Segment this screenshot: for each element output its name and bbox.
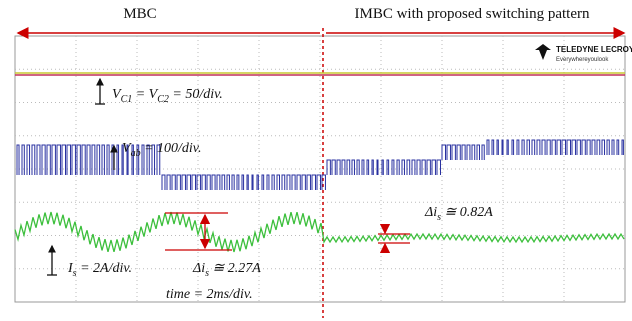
subscript: C1 — [121, 94, 133, 105]
subscript: C2 — [157, 94, 169, 105]
logo-tagline: Everywhereyoulook — [556, 57, 609, 63]
label-text: time = 2ms/div. — [166, 287, 253, 302]
subscript: ab — [131, 148, 141, 159]
label-text: Δi — [424, 205, 437, 220]
section-title: MBC — [123, 6, 156, 22]
label-text: ≅ 2.27A — [209, 261, 261, 276]
label-text: ≅ 0.82A — [441, 205, 493, 220]
label-text: = V — [132, 87, 158, 102]
label-text: = 100/div. — [141, 141, 202, 156]
scope-figure: MBC IMBC with proposed switching pattern… — [0, 0, 632, 321]
section-title: IMBC with proposed switching pattern — [355, 6, 590, 22]
label-text: = 2A/div. — [77, 261, 132, 276]
label-text: Δi — [192, 261, 205, 276]
time-label: time = 2ms/div. — [166, 287, 253, 302]
logo-brand: TELEDYNE LECROY — [556, 45, 632, 54]
label-text: = 50/div. — [169, 87, 223, 102]
